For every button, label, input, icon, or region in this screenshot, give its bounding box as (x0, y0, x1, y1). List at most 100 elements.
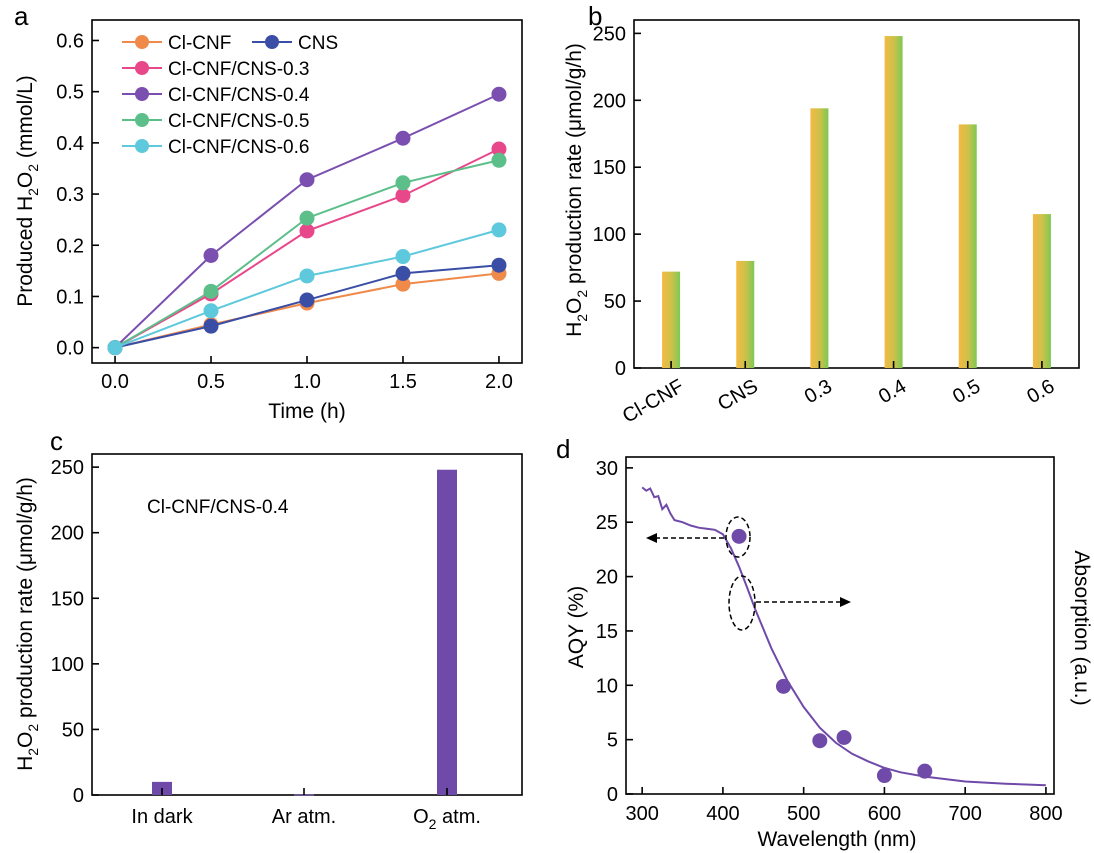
y-tick-label: 200 (51, 523, 84, 545)
series-point (203, 303, 219, 319)
panel-c-y-axis-label: H2O2 production rate (μmol/g/h) (14, 477, 41, 771)
series-line (114, 159, 500, 349)
y-tick-label: 5 (607, 730, 618, 752)
panel-a-x-ticks: 0.0 0.5 1.0 1.5 2.0 (101, 356, 513, 393)
bar (1032, 214, 1051, 368)
x-tick-label: 0.5 (949, 375, 984, 408)
y-tick-label: 10 (596, 675, 618, 697)
x-tick-label: In dark (131, 806, 193, 828)
y-tick-label: 0.0 (56, 338, 84, 360)
x-tick-label: Cl-CNF (619, 375, 688, 427)
panel-b-x-ticks: Cl-CNF CNS 0.3 0.4 0.5 0.6 (619, 361, 1058, 428)
panel-c-bars (152, 469, 457, 796)
y-tick-label: 250 (51, 457, 84, 479)
series-point (491, 141, 507, 157)
legend-label: Cl-CNF (168, 33, 231, 54)
legend-label: Cl-CNF/CNS-0.4 (168, 85, 310, 106)
legend-marker (135, 87, 149, 101)
aqy-point (876, 768, 892, 784)
y-tick-label: 0 (615, 358, 626, 380)
legend-marker (265, 35, 279, 49)
x-tick-label: 0.6 (1023, 375, 1058, 408)
legend-label: Cl-CNF/CNS-0.3 (168, 59, 309, 80)
y-tick-label: 150 (593, 157, 626, 179)
x-tick-label: 1.0 (293, 371, 321, 393)
y-tick-label: 100 (51, 654, 84, 676)
aqy-point (775, 678, 791, 694)
x-tick-label: Ar atm. (272, 806, 336, 828)
bar (810, 108, 829, 368)
panel-a-series (107, 86, 507, 356)
series-point (299, 210, 315, 226)
y-tick-label: 50 (604, 291, 626, 313)
panel-b-y-axis-label: H2O2 production rate (μmol/g/h) (563, 43, 590, 337)
right-arrow-head-icon (840, 597, 851, 607)
y-tick-label: 25 (596, 512, 618, 534)
legend-label: Cl-CNF/CNS-0.6 (168, 137, 309, 158)
aqy-point (812, 733, 828, 749)
aqy-point (917, 763, 933, 779)
y-tick-label: 0.2 (56, 235, 84, 257)
panel-d-y-axis-label: AQY (%) (565, 586, 588, 668)
aqy-point (731, 528, 747, 544)
series-point (491, 257, 507, 273)
x-tick-label: 500 (787, 803, 820, 825)
series-point (299, 292, 315, 308)
y-tick-label: 0.1 (56, 286, 84, 308)
panel-c-y-ticks: 0 50 100 150 200 250 (51, 457, 99, 807)
panel-d-right-axis-label: Absorption (a.u.) (1070, 550, 1093, 705)
series-point (491, 152, 507, 168)
panel-b-letter: b (588, 1, 602, 31)
left-arrow-head-icon (646, 533, 657, 543)
x-tick-label: 300 (625, 803, 658, 825)
y-tick-label: 200 (593, 90, 626, 112)
y-tick-label: 30 (596, 458, 618, 480)
y-tick-label: 0 (73, 785, 84, 807)
panel-a-y-axis-label: Produced H2O2 (mmol/L) (14, 75, 41, 307)
x-tick-label: 0.0 (101, 371, 129, 393)
legend-marker (135, 113, 149, 127)
legend-label: CNS (298, 33, 338, 54)
x-tick-label: 400 (706, 803, 739, 825)
panel-a-letter: a (14, 1, 29, 31)
bar (662, 271, 681, 368)
series-point (491, 86, 507, 102)
x-tick-label: O2 atm. (413, 806, 481, 832)
x-tick-label: 1.5 (389, 371, 417, 393)
legend-marker (135, 35, 149, 49)
legend-label: Cl-CNF/CNS-0.5 (168, 111, 309, 132)
panel-a-x-axis-label: Time (h) (268, 400, 345, 423)
panel-a-y-ticks: 0.0 0.1 0.2 0.3 0.4 0.5 0.6 (56, 30, 99, 360)
x-tick-label: 0.4 (875, 375, 910, 408)
x-tick-label: CNS (714, 375, 762, 415)
aqy-point-dashed-ellipse (725, 516, 751, 558)
panel-d-frame (625, 456, 1055, 795)
panel-a-legend: Cl-CNF CNS Cl-CNF/CNS-0.3 Cl-CNF/CNS-0.4 Cl-… (122, 33, 338, 158)
bar (884, 36, 903, 369)
absorption-curve (641, 486, 1046, 787)
curve-dashed-ellipse (728, 575, 756, 631)
panel-d-letter: d (556, 434, 570, 464)
series-point (395, 265, 411, 281)
panel-b-y-ticks: 0 50 100 150 200 250 (593, 23, 641, 380)
series-point (203, 247, 219, 263)
panel-c-letter: c (50, 426, 63, 456)
bar (437, 469, 457, 795)
aqy-point (836, 729, 852, 745)
panel-b-bars (662, 36, 1051, 369)
series-point (203, 318, 219, 334)
x-tick-label: 0.3 (801, 375, 836, 408)
series-point (299, 172, 315, 188)
x-tick-label: 600 (868, 803, 901, 825)
y-tick-label: 250 (593, 23, 626, 45)
series-point (395, 130, 411, 146)
bar (958, 124, 977, 369)
panel-b-frame (633, 19, 1080, 369)
y-tick-label: 0.6 (56, 30, 84, 52)
panel-d-x-axis-label: Wavelength (nm) (757, 828, 916, 851)
panel-d: d 0 5 10 15 20 25 30 300 400 500 600 700 800 AQY (%… (556, 434, 1093, 851)
panel-a: a 0.00.10.20.30.40.50.6 0.0 0.5 1.0 1.5 2.0 … (14, 1, 523, 423)
series-point (395, 188, 411, 204)
series-point (395, 249, 411, 265)
